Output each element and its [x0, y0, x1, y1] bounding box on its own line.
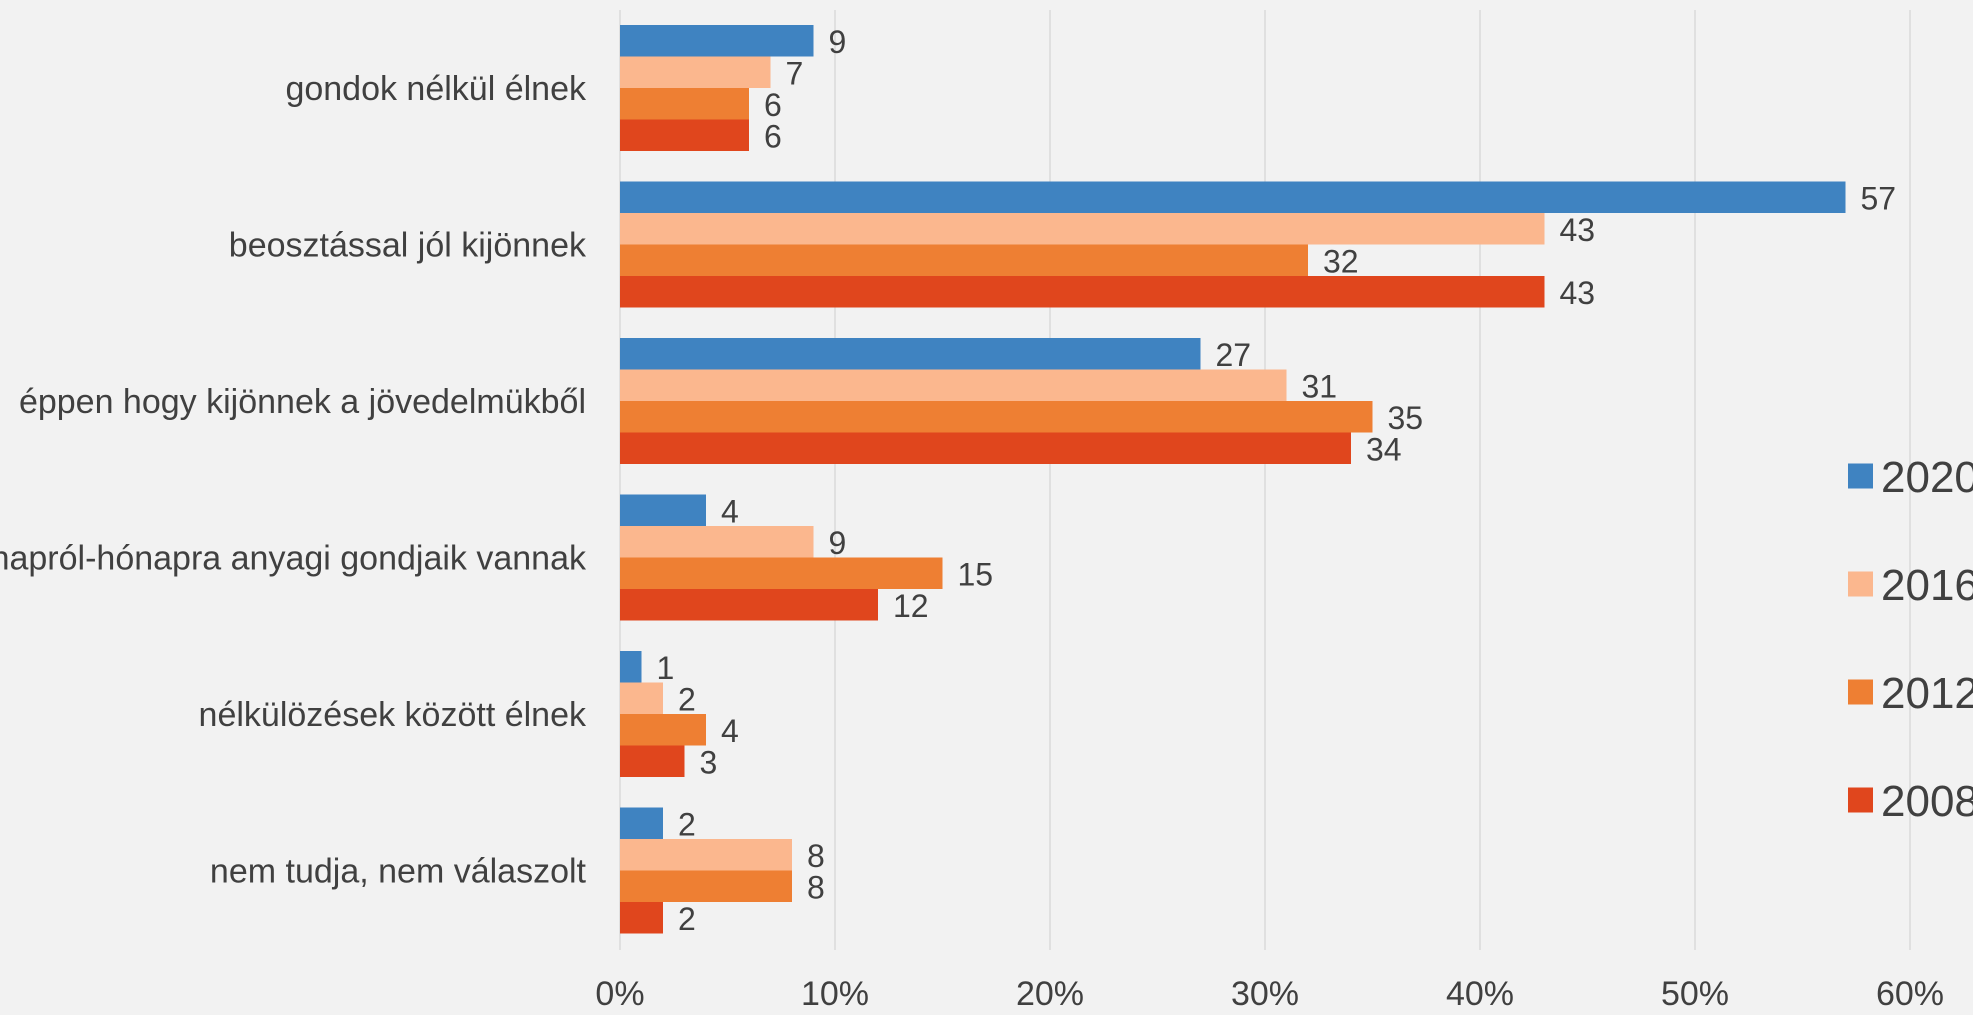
data-label: 9 — [829, 525, 847, 561]
bar-2008-0 — [620, 119, 749, 151]
bars — [620, 25, 1846, 934]
bar-2008-5 — [620, 902, 663, 934]
bar-2012-1 — [620, 244, 1308, 276]
bar-2012-3 — [620, 557, 943, 589]
bar-2012-2 — [620, 401, 1373, 433]
data-label: 43 — [1560, 212, 1596, 248]
data-label: 6 — [764, 87, 782, 123]
legend-label: 2008 — [1881, 777, 1973, 826]
category-label: hónapról-hónapra anyagi gondjaik vannak — [0, 540, 587, 578]
data-label: 31 — [1302, 368, 1338, 404]
legend-label: 2012 — [1881, 669, 1973, 718]
data-label: 3 — [700, 744, 718, 780]
bar-2016-3 — [620, 526, 814, 558]
data-label: 32 — [1323, 243, 1359, 279]
bar-2016-1 — [620, 213, 1545, 245]
bar-2016-4 — [620, 682, 663, 714]
category-labels: gondok nélkül élnek beosztással jól kijön… — [0, 70, 587, 891]
bar-2020-2 — [620, 338, 1201, 370]
legend-swatch-2016 — [1848, 571, 1873, 597]
x-axis-ticks: 0% 10% 20% 30% 40% 50% 60% — [595, 975, 1944, 1013]
data-label: 35 — [1388, 400, 1424, 436]
data-label: 1 — [657, 650, 675, 686]
x-tick-label: 10% — [801, 975, 869, 1010]
bar-2020-5 — [620, 807, 663, 839]
x-tick-label: 40% — [1446, 975, 1514, 1010]
legend-swatch-2020 — [1848, 463, 1873, 489]
legend-swatch-2008 — [1848, 787, 1873, 813]
x-tick-label: 50% — [1661, 975, 1729, 1010]
bar-2008-4 — [620, 745, 685, 777]
gridlines — [619, 10, 1911, 950]
bar-2020-4 — [620, 651, 642, 683]
data-label: 2 — [678, 806, 696, 842]
data-label: 4 — [721, 493, 739, 529]
bar-2012-0 — [620, 88, 749, 120]
data-label: 2 — [678, 681, 696, 717]
data-label: 57 — [1861, 180, 1897, 216]
data-label: 7 — [786, 55, 804, 91]
bar-2020-3 — [620, 494, 706, 526]
category-label: éppen hogy kijönnek a jövedelmükből — [19, 383, 586, 421]
category-label: nélkülözések között élnek — [199, 696, 587, 734]
data-label: 9 — [829, 24, 847, 60]
bar-2008-1 — [620, 276, 1545, 308]
data-label: 43 — [1560, 275, 1596, 311]
bar-2016-5 — [620, 839, 792, 871]
legend-label: 2016 — [1881, 561, 1973, 610]
bar-2008-2 — [620, 432, 1351, 464]
data-label: 2 — [678, 901, 696, 937]
x-tick-label: 20% — [1016, 975, 1084, 1010]
data-label: 15 — [958, 556, 994, 592]
bar-2016-0 — [620, 56, 771, 88]
bar-2016-2 — [620, 369, 1287, 401]
bar-2020-1 — [620, 181, 1846, 213]
x-tick-label: 60% — [1876, 975, 1944, 1010]
legend-label: 2020 — [1881, 453, 1973, 502]
x-tick-label: 30% — [1231, 975, 1299, 1010]
data-label: 34 — [1366, 431, 1402, 467]
data-label: 6 — [764, 118, 782, 154]
category-label: gondok nélkül élnek — [285, 70, 587, 108]
x-tick-label: 0% — [595, 975, 644, 1010]
data-label: 12 — [893, 588, 929, 624]
bar-2008-3 — [620, 589, 878, 621]
bar-2012-5 — [620, 870, 792, 902]
data-label: 27 — [1216, 337, 1252, 373]
data-label: 8 — [807, 838, 825, 874]
legend-swatch-2012 — [1848, 679, 1873, 705]
legend: 2020 2016 2012 2008 — [1848, 453, 1973, 826]
bar-2020-0 — [620, 25, 814, 57]
data-label: 4 — [721, 713, 739, 749]
data-label: 8 — [807, 869, 825, 905]
category-label: beosztással jól kijönnek — [229, 227, 587, 265]
bar-2012-4 — [620, 714, 706, 746]
category-label: nem tudja, nem válaszolt — [210, 853, 587, 891]
